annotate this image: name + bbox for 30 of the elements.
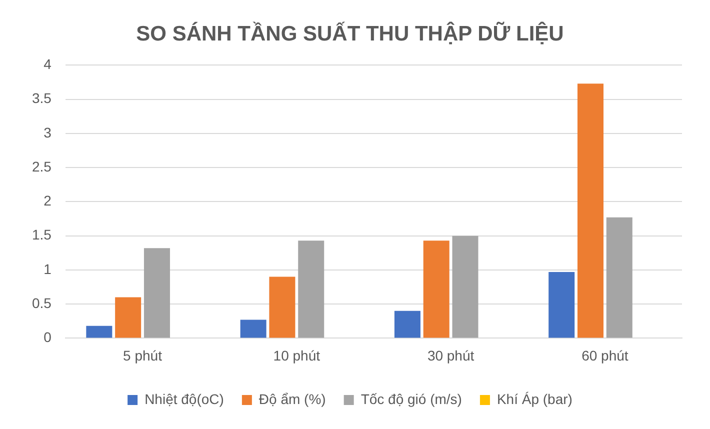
legend-label: Nhiệt độ(oC) xyxy=(144,390,224,407)
y-tick-label: 1 xyxy=(44,260,52,277)
bar xyxy=(423,240,450,338)
bar xyxy=(86,326,112,338)
bar xyxy=(394,310,420,338)
bar xyxy=(298,240,324,338)
y-tick-label: 1.5 xyxy=(32,226,52,243)
y-tick-label: 4 xyxy=(44,56,52,72)
x-tick-label: 5 phút xyxy=(123,347,162,364)
y-tick-label: 2 xyxy=(44,192,52,209)
x-tick-label: 60 phút xyxy=(582,347,628,364)
bar xyxy=(115,297,142,338)
legend-label: Độ ẩm (%) xyxy=(258,390,326,407)
x-tick-label: 30 phút xyxy=(427,347,474,364)
bar xyxy=(548,272,575,338)
x-tick-label: 10 phút xyxy=(273,347,320,364)
y-tick-label: 0 xyxy=(44,329,52,346)
bar xyxy=(269,276,296,338)
chart-title: SO SÁNH TẦNG SUẤT THU THẬP DỮ LIỆU xyxy=(136,21,564,46)
bar xyxy=(452,236,478,338)
bar xyxy=(577,84,604,338)
bar xyxy=(240,320,266,338)
legend-label: Khí Áp (bar) xyxy=(496,390,572,407)
bar xyxy=(144,248,170,338)
y-tick-label: 2.5 xyxy=(32,158,52,174)
y-tick-label: 3 xyxy=(44,124,52,140)
bar xyxy=(606,217,632,338)
y-tick-label: 0.5 xyxy=(32,294,52,311)
legend-label: Tốc độ gió (m/s) xyxy=(360,390,462,407)
y-tick-label: 3.5 xyxy=(32,90,52,106)
